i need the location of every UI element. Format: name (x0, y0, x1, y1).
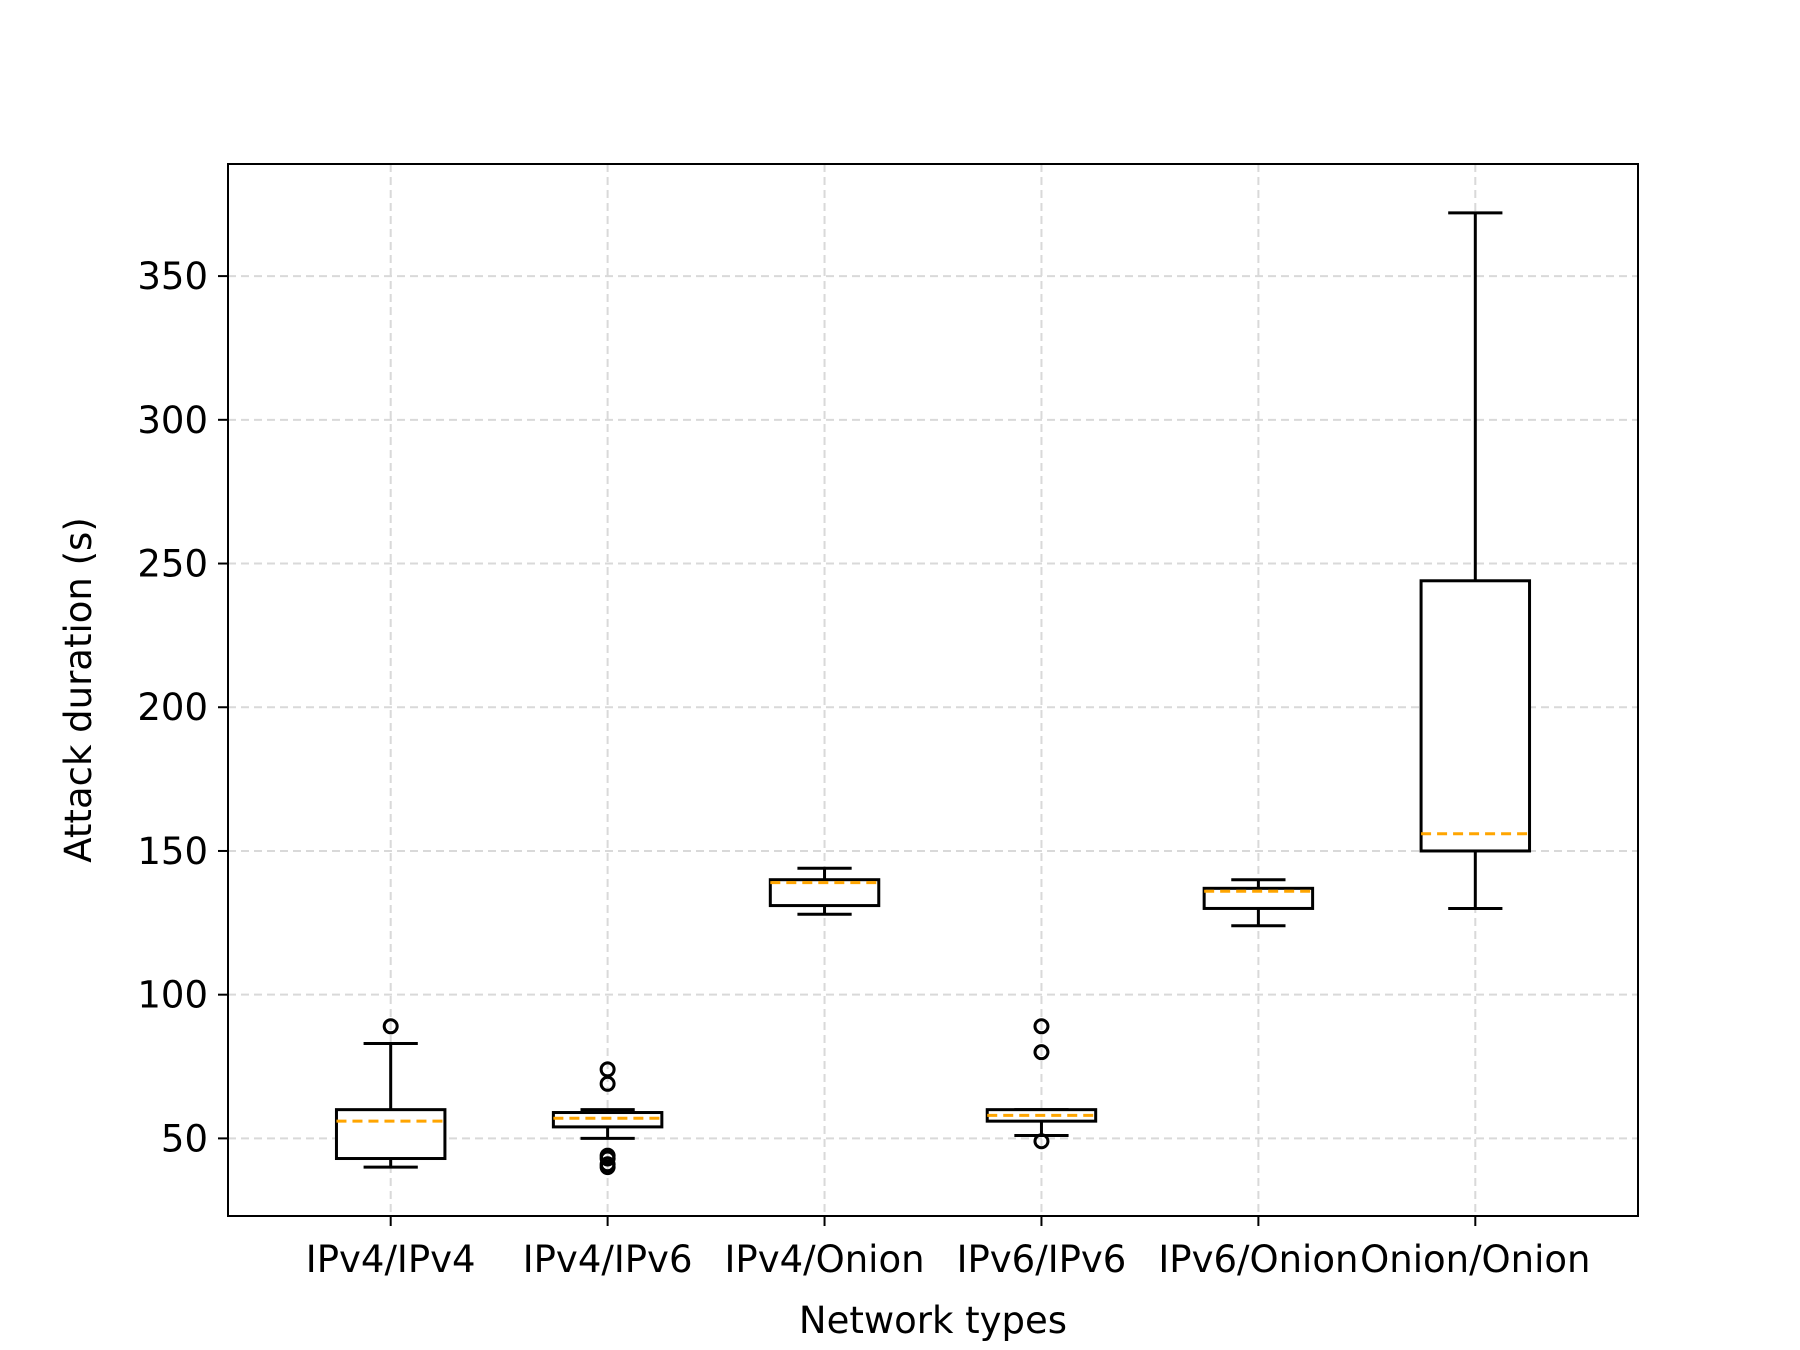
y-tick-label: 250 (137, 543, 208, 586)
outlier-point (599, 1159, 616, 1176)
box-iqr (1419, 579, 1532, 853)
x-tick-label: IPv6/Onion (1158, 1238, 1358, 1281)
box-group (1202, 878, 1315, 928)
y-tick-label: 350 (137, 255, 208, 298)
axes-frame (227, 163, 1639, 1217)
y-tick-label: 50 (161, 1117, 208, 1160)
outlier-point (1033, 1018, 1050, 1035)
outlier-point (1033, 1044, 1050, 1061)
outlier-point (599, 1150, 616, 1167)
box-iqr (334, 1108, 447, 1161)
box-group (551, 1061, 664, 1176)
x-tick-label: IPv4/IPv4 (306, 1238, 476, 1281)
y-axis: 50 100 150 200 250 300 350 (137, 255, 228, 1160)
x-tick-label: IPv4/Onion (724, 1238, 924, 1281)
y-axis-label: Attack duration (s) (57, 517, 100, 862)
y-tick-label: 150 (137, 830, 208, 873)
outlier-point (599, 1075, 616, 1092)
outlier-point (382, 1018, 399, 1035)
x-tick-label: IPv6/IPv6 (957, 1238, 1127, 1281)
x-axis-label: Network types (799, 1299, 1067, 1342)
box-iqr (1202, 886, 1315, 910)
plot-area (334, 211, 1532, 1176)
x-tick-label: Onion/Onion (1360, 1238, 1590, 1281)
x-tick-label: IPv4/IPv6 (523, 1238, 693, 1281)
box-group (985, 1018, 1098, 1150)
box-group (768, 866, 881, 916)
x-axis: IPv4/IPv4 IPv4/IPv6 IPv4/Onion IPv6/IPv6 IPv… (306, 1216, 1590, 1281)
y-tick-label: 300 (137, 399, 208, 442)
y-tick-label: 100 (137, 974, 208, 1017)
outlier-point (1033, 1133, 1050, 1150)
y-tick-label: 200 (137, 686, 208, 729)
box-group (1419, 211, 1532, 910)
box-group (334, 1018, 447, 1169)
